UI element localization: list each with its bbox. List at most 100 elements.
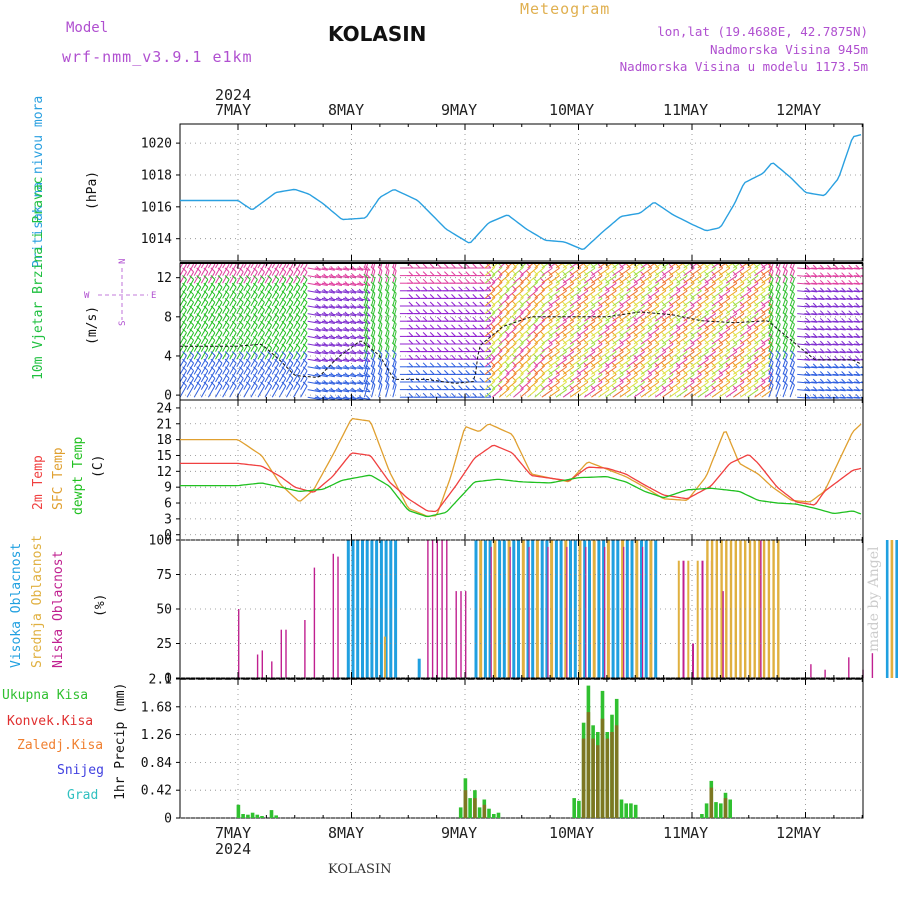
wind-barb (243, 279, 251, 292)
wind-barb-flag (415, 370, 421, 375)
wind-barb-flag (583, 354, 589, 360)
wind-barb (314, 313, 328, 317)
wind-barb (491, 320, 503, 330)
wind-barb (626, 343, 638, 353)
wind-barb-flag (203, 335, 209, 341)
wind-barb-flag (661, 278, 667, 284)
wind-barb (250, 309, 258, 322)
wind-barb-flag (569, 377, 575, 383)
wind-barb-flag (196, 282, 202, 288)
wind-barb (243, 317, 251, 330)
wind-barb-flag (458, 362, 463, 368)
wind-barb-flag (790, 274, 795, 279)
wind-barb-flag (626, 339, 631, 345)
wind-barb (293, 271, 301, 284)
wind-barb-flag (654, 271, 660, 277)
wind-barb-flag (245, 351, 251, 356)
wind-barb-flag (725, 339, 731, 345)
wind-barb-flag (870, 273, 874, 277)
wind-barb (285, 317, 294, 330)
wind-barb-flag (486, 377, 492, 383)
wind-barb (555, 298, 567, 307)
wind-barb (718, 282, 731, 292)
wind-barb-flag (725, 377, 731, 383)
wind-barb (605, 298, 617, 307)
wind-barb-flag (790, 281, 795, 287)
wind-barb (321, 320, 335, 324)
wind-barb (818, 335, 832, 338)
wind-barb (740, 313, 752, 322)
wind-barb-flag (633, 385, 638, 391)
wind-barb-flag (711, 385, 716, 391)
wind-barb (336, 313, 349, 317)
wind-barb (577, 336, 589, 345)
wind-barb (328, 313, 342, 317)
sfc-title: SFC Temp (51, 447, 66, 510)
wind-barb-flag (746, 347, 752, 353)
wind-barb (740, 374, 752, 383)
wind-barb (328, 267, 342, 271)
wind-barb-flag (870, 387, 874, 391)
wind-barb (257, 294, 265, 307)
wind-barb-flag (705, 257, 709, 261)
wind-barb-flag (725, 347, 731, 353)
wind-barb-flag (429, 339, 435, 345)
wind-barb-flag (598, 257, 602, 261)
wind-barb-flag (611, 278, 617, 284)
cloud-bar (810, 664, 812, 678)
wind-barb-flag (274, 335, 280, 341)
wind-barb-flag (775, 350, 781, 355)
wind-barb (676, 374, 688, 383)
wind-barb (264, 317, 273, 330)
wind-barb (285, 264, 294, 276)
wind-barb (584, 290, 596, 299)
cloud-bar (687, 560, 690, 678)
wind-barb-flag (408, 278, 414, 284)
wind-barb (619, 374, 631, 383)
wind-barb-flag (196, 297, 202, 303)
cloud-bar (361, 540, 364, 678)
cloud-bar (604, 546, 606, 678)
cloud-bar (271, 661, 273, 678)
wind-barb-flag (697, 316, 702, 322)
wind-barb-flag (302, 282, 308, 288)
wind-barb (647, 298, 660, 307)
cloud-bar (337, 556, 339, 678)
wind-barb-flag (611, 339, 617, 345)
wind-barb-flag (683, 257, 687, 261)
wind-barb-flag (746, 354, 752, 360)
wind-barb-flag (465, 301, 471, 307)
wind-barb (839, 305, 853, 308)
wind-barb-flag (583, 301, 589, 307)
wind-barb (612, 374, 624, 383)
wind-barb-flag (196, 267, 202, 273)
wind-barb-flag (203, 320, 209, 326)
wind-barb (839, 396, 853, 399)
wind-barb-flag (302, 343, 308, 349)
wind-barb (789, 263, 793, 269)
wind-barb-flag (783, 342, 788, 348)
wind-barb (577, 366, 589, 375)
wind-barb (598, 282, 610, 292)
wind-barb (584, 263, 593, 269)
wind-barb (527, 320, 538, 330)
wind-barb (839, 290, 853, 293)
wind-barb (513, 342, 524, 352)
wind-barb-flag (697, 271, 702, 277)
wind-barb-flag (391, 342, 397, 347)
wind-barb (200, 286, 209, 299)
wind-barb (697, 358, 709, 368)
wind-barb (605, 267, 617, 277)
wind-barb (711, 343, 723, 353)
wind-barb-flag (384, 273, 390, 279)
wind-barb (186, 317, 195, 330)
wind-barb (591, 328, 603, 337)
wind-barb-flag (783, 281, 788, 287)
cloud-bar (441, 540, 443, 678)
wind-barb (200, 271, 209, 284)
wind-barb (577, 313, 589, 322)
wind-barb (491, 274, 503, 284)
wind-barb-flag (682, 339, 688, 345)
cloud-bar (490, 546, 492, 678)
wind-barb (527, 282, 538, 292)
